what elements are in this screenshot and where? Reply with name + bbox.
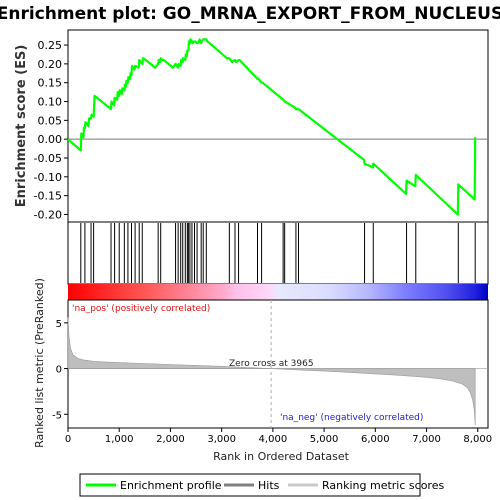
es-y-tick-label: -0.20 — [34, 208, 62, 221]
ranking-y-tick-label: 0 — [56, 365, 62, 376]
ranking-y-axis-label: Ranked list metric (PreRanked) — [33, 278, 46, 448]
neg-correlated-label: 'na_neg' (negatively correlated) — [280, 413, 423, 423]
hits-panel-frame — [67, 221, 489, 285]
chart-title: Enrichment plot: GO_MRNA_EXPORT_FROM_NUC… — [0, 4, 500, 24]
x-tick-label: 4,000 — [259, 434, 288, 445]
es-y-tick-label: -0.10 — [34, 171, 62, 184]
ranking-y-axis: -5 0 5 — [52, 319, 68, 421]
es-y-axis-label: Enrichment score (ES) — [14, 45, 29, 208]
ranking-metric-area — [67, 317, 476, 426]
es-y-tick-label: 0.15 — [38, 77, 63, 90]
x-tick-label: 2,000 — [156, 434, 185, 445]
pos-correlated-label: 'na_pos' (positively correlated) — [72, 304, 210, 314]
x-tick-label: 6,000 — [361, 434, 390, 445]
hits-layer — [80, 223, 476, 283]
x-axis-label: Rank in Ordered Dataset — [213, 450, 350, 463]
es-y-tick-label: 0.25 — [38, 39, 63, 52]
es-y-tick-label: 0.10 — [38, 96, 63, 109]
es-y-tick-label: -0.15 — [34, 190, 62, 203]
zero-cross-label: Zero cross at 3965 — [229, 359, 314, 369]
enrichment-panel-frame — [67, 29, 489, 223]
x-tick-label: 0 — [65, 434, 71, 445]
rank-x-axis: 0 1,000 2,000 3,000 4,000 5,000 6,000 7,000 8,00… — [65, 428, 492, 445]
ranking-y-tick-label: -5 — [52, 410, 62, 421]
es-y-tick-label: 0.05 — [38, 114, 63, 127]
x-tick-label: 8,000 — [463, 434, 492, 445]
enrichment-profile-line — [67, 38, 477, 216]
ranking-y-tick-label: 5 — [56, 319, 62, 330]
es-y-tick-label: 0.20 — [38, 58, 63, 71]
ranking-colorbar — [68, 284, 488, 300]
es-y-tick-label: -0.05 — [34, 152, 62, 165]
x-tick-label: 3,000 — [207, 434, 236, 445]
es-y-axis: -0.20 -0.15 -0.10 -0.05 0.00 0.05 0.10 0.15 0.20… — [34, 39, 68, 221]
x-tick-label: 7,000 — [412, 434, 441, 445]
legend-label-hits: Hits — [258, 479, 280, 492]
x-tick-label: 1,000 — [105, 434, 134, 445]
legend-label-enrichment: Enrichment profile — [120, 479, 222, 492]
x-tick-label: 5,000 — [310, 434, 339, 445]
es-y-tick-label: 0.00 — [38, 133, 63, 146]
enrichment-profile-layer — [67, 38, 477, 216]
legend-label-ranking: Ranking metric scores — [322, 479, 444, 492]
ranking-metric-layer — [67, 300, 488, 428]
